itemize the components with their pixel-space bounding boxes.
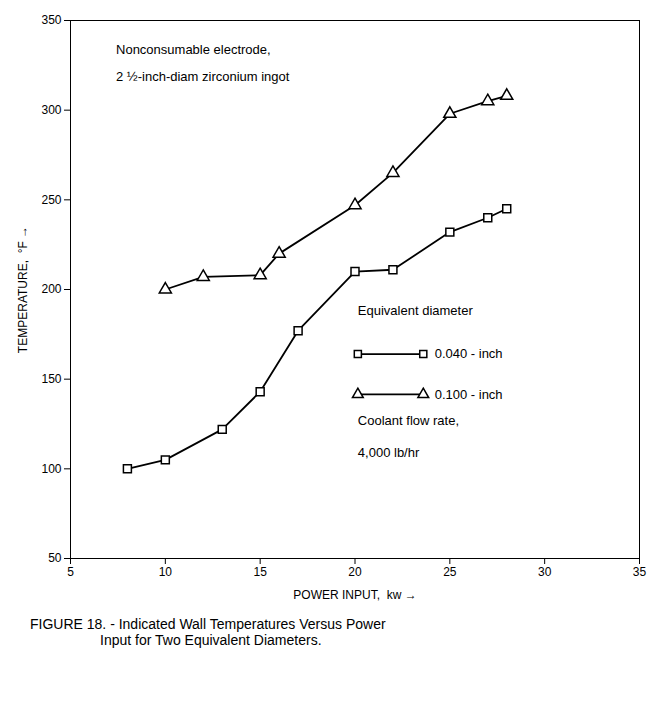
svg-text:50: 50 [48, 551, 62, 565]
svg-text:20: 20 [348, 565, 362, 579]
svg-text:30: 30 [538, 565, 552, 579]
svg-text:150: 150 [41, 372, 61, 386]
svg-text:35: 35 [633, 565, 647, 579]
svg-text:POWER INPUT, kw →: POWER INPUT, kw → [293, 588, 416, 602]
svg-text:2 ½-inch-diam zirconium ingot: 2 ½-inch-diam zirconium ingot [116, 69, 290, 84]
html-text:FIGURE 18. - Indicated Wall Te: FIGURE 18. - Indicated Wall Temperatures… [30, 616, 386, 632]
svg-text:200: 200 [41, 282, 61, 296]
svg-text:TEMPERATURE, °F →: TEMPERATURE, °F → [16, 226, 30, 353]
svg-text:4,000 lb/hr: 4,000 lb/hr [358, 445, 420, 460]
svg-text:300: 300 [41, 103, 61, 117]
svg-text:Coolant flow rate,: Coolant flow rate, [358, 413, 459, 428]
html-text:Input for Two Equivalent Diame: Input for Two Equivalent Diameters. [100, 632, 322, 648]
svg-text:5: 5 [67, 565, 74, 579]
svg-text:350: 350 [41, 13, 61, 27]
svg-text:15: 15 [253, 565, 267, 579]
svg-text:Equivalent diameter: Equivalent diameter [358, 303, 474, 318]
svg-text:25: 25 [443, 565, 457, 579]
svg-text:0.100 - inch: 0.100 - inch [435, 387, 503, 402]
svg-text:0.040 - inch: 0.040 - inch [435, 346, 503, 361]
svg-text:100: 100 [41, 462, 61, 476]
svg-text:Nonconsumable electrode,: Nonconsumable electrode, [116, 42, 271, 57]
svg-text:10: 10 [159, 565, 173, 579]
svg-text:250: 250 [41, 193, 61, 207]
